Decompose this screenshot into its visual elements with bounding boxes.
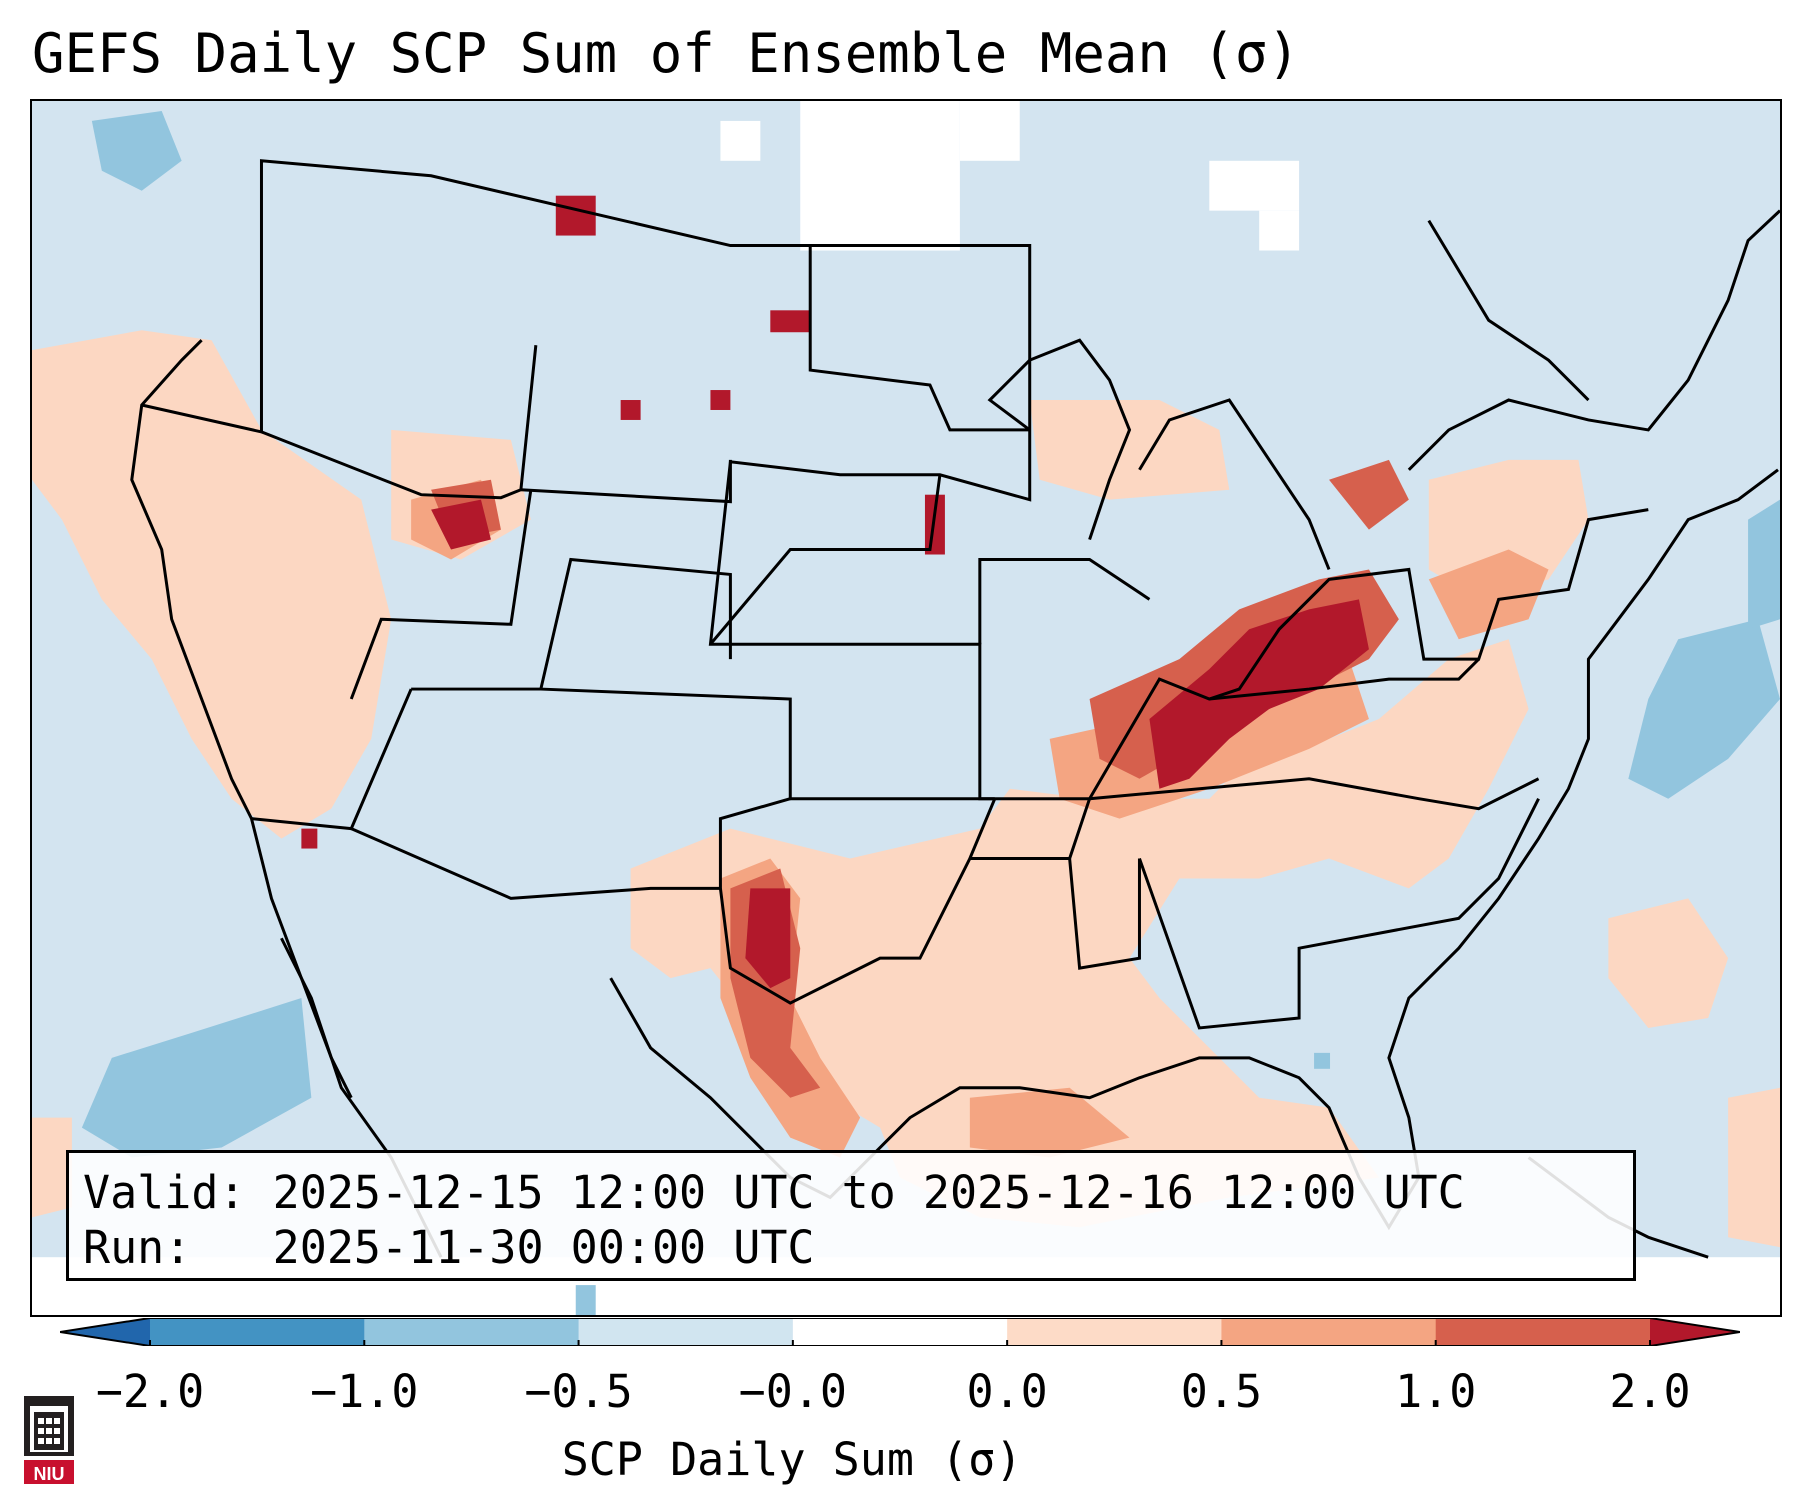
colorbar-bin (1221, 1318, 1437, 1346)
colorbar-tick-label: −2.0 (95, 1365, 205, 1418)
colorbar-bin (1435, 1318, 1651, 1346)
colorbar-tick-label: −0.5 (524, 1365, 633, 1418)
colorbar (60, 1318, 1740, 1346)
colorbar-bin (364, 1318, 580, 1346)
valid-label: Valid: (83, 1166, 246, 1219)
run-label: Run: (83, 1221, 192, 1274)
colorbar-bin (578, 1318, 794, 1346)
colorbar-label: SCP Daily Sum (σ) (561, 1433, 1023, 1486)
niu-logo: NIU (24, 1396, 74, 1484)
state-boundaries (141, 159, 1649, 1030)
colorbar-tick-label: 1.0 (1395, 1365, 1477, 1418)
colorbar-bin (792, 1318, 1008, 1346)
colorbar-extend-high (1650, 1318, 1740, 1346)
colorbar-tick-label: −0.0 (738, 1365, 848, 1418)
map-panel (30, 99, 1782, 1317)
map-canvas (32, 101, 1780, 1315)
chart-title: GEFS Daily SCP Sum of Ensemble Mean (σ) (32, 22, 1300, 85)
colorbar-tick-label: 0.5 (1180, 1365, 1263, 1418)
colorbar-tick-label: −1.0 (310, 1365, 419, 1418)
run-value: 2025-11-30 00:00 UTC (272, 1221, 815, 1274)
valid-run-info-box: Valid: 2025-12-15 12:00 UTC to 2025-12-1… (66, 1150, 1636, 1281)
colorbar-bin (1007, 1318, 1222, 1346)
colorbar-extend-low (60, 1318, 150, 1346)
negative-anomaly-areas (81, 110, 1780, 1315)
colorbar-tick-label: 2.0 (1609, 1365, 1691, 1418)
colorbar-bin (150, 1318, 365, 1346)
svg-text:NIU: NIU (34, 1464, 65, 1484)
colorbar-tick-label: 0.0 (966, 1365, 1048, 1418)
valid-value: 2025-12-15 12:00 UTC to 2025-12-16 12:00… (272, 1166, 1465, 1219)
